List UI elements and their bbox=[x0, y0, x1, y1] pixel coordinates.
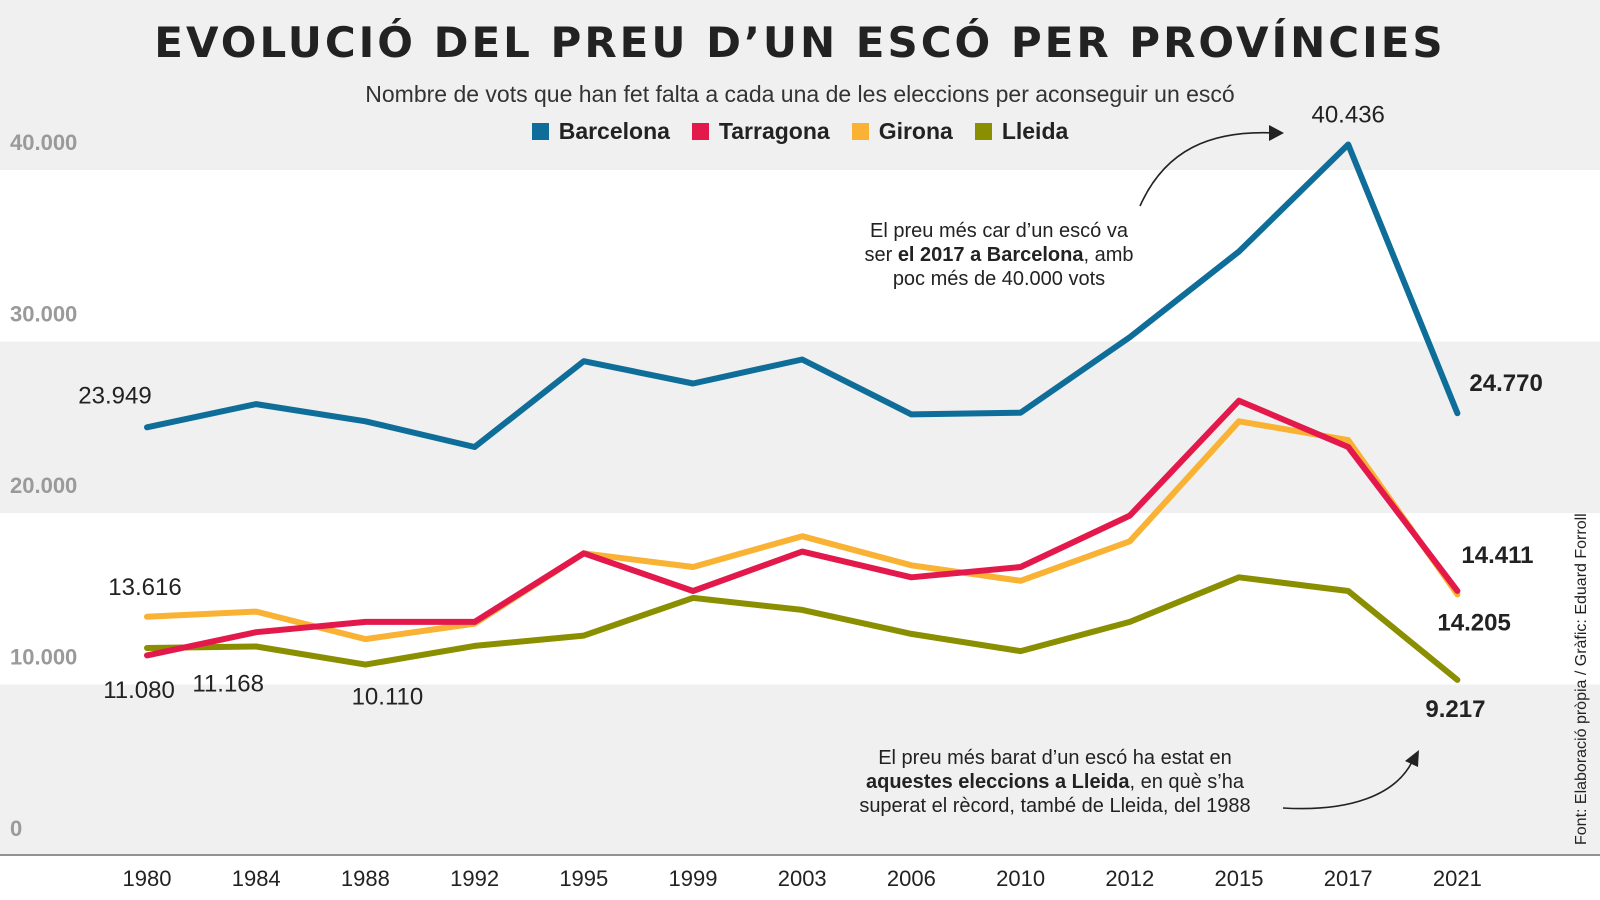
x-tick-label: 1984 bbox=[232, 866, 281, 891]
y-tick-label: 10.000 bbox=[10, 645, 77, 670]
annotation-min-line2: aquestes eleccions a Lleida, en què s’ha bbox=[866, 771, 1245, 793]
series-line-barcelona bbox=[144, 141, 1461, 450]
legend-swatch bbox=[531, 123, 549, 140]
band-top bbox=[0, 0, 1600, 170]
data-label: 40.436 bbox=[1311, 102, 1384, 129]
x-tick-label: 1988 bbox=[341, 866, 390, 891]
data-label: 14.411 bbox=[1461, 542, 1533, 569]
annotation-min-arrowhead bbox=[1405, 750, 1419, 767]
legend-label: Girona bbox=[878, 118, 953, 144]
x-axis-ticks: 1980 1984 1988 1992 1995 1999 2003 2006 2010 2012… bbox=[123, 866, 1482, 891]
annotation-min-arrow bbox=[1282, 761, 1413, 810]
y-tick-label: 0 bbox=[10, 816, 22, 841]
series-line-lleida bbox=[144, 574, 1461, 683]
annotation-max: El preu més car d’un escó va ser el 2017… bbox=[864, 125, 1284, 290]
band-10000 bbox=[0, 513, 1600, 685]
x-tick-label: 2006 bbox=[887, 866, 936, 891]
legend-item-lleida: Lleida bbox=[974, 118, 1069, 145]
x-tick-label: 2012 bbox=[1105, 866, 1154, 891]
band-30000 bbox=[0, 170, 1600, 342]
data-label: 11.168 bbox=[192, 670, 264, 697]
legend-item-tarragona: Tarragona bbox=[691, 118, 830, 145]
legend-label: Barcelona bbox=[558, 118, 670, 144]
series-lines bbox=[144, 141, 1461, 683]
legend-label: Lleida bbox=[1001, 118, 1069, 144]
x-tick-label: 1999 bbox=[669, 866, 718, 891]
band-0 bbox=[0, 684, 1600, 856]
legend-swatch bbox=[974, 123, 992, 140]
source-credit: Font: Elaboració pròpia / Gràfic: Eduard… bbox=[1573, 513, 1590, 845]
annotation-min-line3: superat el rècord, també de Lleida, del … bbox=[859, 795, 1250, 817]
legend-swatch bbox=[691, 123, 709, 140]
x-tick-label: 2017 bbox=[1324, 866, 1373, 891]
data-label: 10.110 bbox=[352, 684, 424, 711]
y-tick-label: 40.000 bbox=[10, 130, 77, 155]
chart-title: EVOLUCIÓ DEL PREU D’UN ESCÓ PER PROVÍNCI… bbox=[154, 18, 1446, 67]
annotation-max-arrowhead bbox=[1269, 125, 1284, 141]
data-label: 11.080 bbox=[103, 677, 175, 704]
annotation-min-line1: El preu més barat d’un escó ha estat en bbox=[878, 747, 1232, 769]
x-tick-label: 1995 bbox=[559, 866, 608, 891]
data-label: 24.770 bbox=[1469, 370, 1542, 397]
band-20000 bbox=[0, 341, 1600, 513]
annotation-max-line3: poc més de 40.000 vots bbox=[893, 268, 1105, 290]
legend-item-girona: Girona bbox=[851, 118, 953, 145]
x-tick-label: 2010 bbox=[996, 866, 1045, 891]
chart-subtitle: Nombre de vots que han fet falta a cada … bbox=[365, 81, 1235, 107]
legend-item-barcelona: Barcelona bbox=[531, 118, 670, 145]
x-tick-label: 1980 bbox=[123, 866, 172, 891]
annotation-max-line2: ser el 2017 a Barcelona, amb bbox=[864, 244, 1133, 266]
annotation-max-line1: El preu més car d’un escó va bbox=[870, 220, 1129, 242]
data-label: 13.616 bbox=[108, 574, 181, 601]
background-bands bbox=[0, 0, 1600, 856]
annotation-max-arrow bbox=[1139, 131, 1276, 207]
annotation-min: El preu més barat d’un escó ha estat en … bbox=[859, 747, 1419, 817]
series-line-girona bbox=[144, 418, 1461, 643]
data-labels: 23.949 40.436 24.770 13.616 14.411 14.205 11.0… bbox=[78, 102, 1543, 723]
data-label: 23.949 bbox=[78, 382, 151, 409]
legend-swatch bbox=[851, 123, 869, 140]
x-tick-label: 2021 bbox=[1433, 866, 1482, 891]
y-tick-label: 30.000 bbox=[10, 302, 77, 327]
x-tick-label: 2003 bbox=[778, 866, 827, 891]
y-axis-ticks: 0 10.000 20.000 30.000 40.000 bbox=[10, 130, 77, 841]
legend: Barcelona Tarragona Girona Lleida bbox=[0, 118, 1600, 145]
x-tick-label: 1992 bbox=[450, 866, 499, 891]
data-label: 14.205 bbox=[1437, 609, 1510, 636]
y-tick-label: 20.000 bbox=[10, 473, 77, 498]
x-tick-label: 2015 bbox=[1215, 866, 1264, 891]
series-line-tarragona bbox=[144, 397, 1461, 659]
legend-label: Tarragona bbox=[718, 118, 830, 144]
data-label: 9.217 bbox=[1425, 696, 1485, 723]
